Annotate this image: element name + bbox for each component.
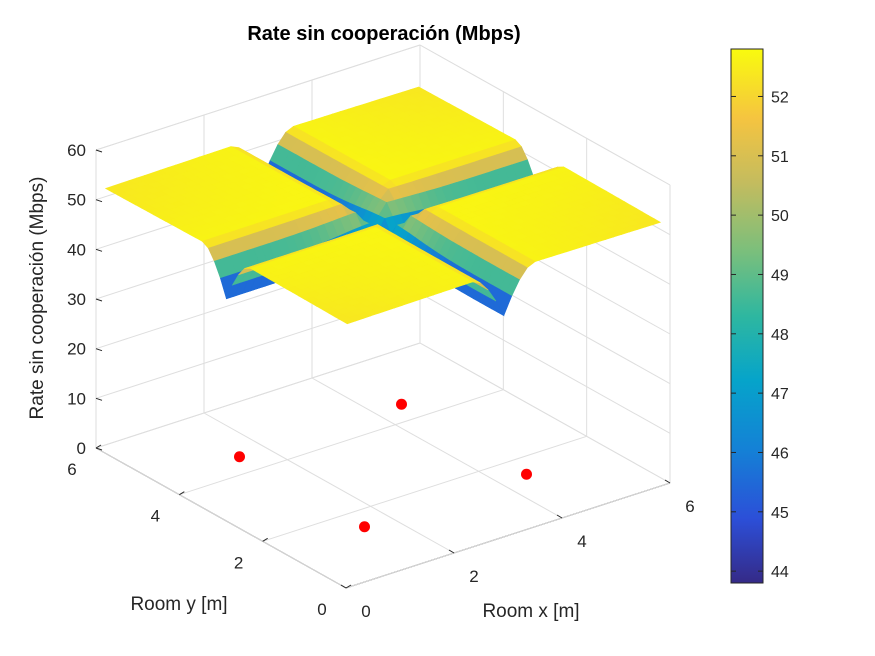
x-tick-label: 2 bbox=[469, 567, 478, 586]
access-point-marker bbox=[234, 451, 245, 463]
y-tick-label: 4 bbox=[151, 507, 160, 526]
x-tick-mark bbox=[664, 479, 671, 484]
x-tick-mark bbox=[448, 549, 455, 554]
x-tick-mark bbox=[340, 584, 347, 589]
grid-line bbox=[203, 412, 455, 554]
grid-line bbox=[345, 482, 671, 589]
x-tick-label: 6 bbox=[685, 497, 694, 516]
z-tick-label: 30 bbox=[67, 290, 86, 309]
colorbar-tick-label: 49 bbox=[771, 267, 789, 284]
z-tick-label: 60 bbox=[67, 141, 86, 160]
y-tick-label: 0 bbox=[317, 600, 326, 619]
y-tick-mark bbox=[262, 537, 268, 542]
x-axis-label: Room x [m] bbox=[482, 601, 579, 622]
z-tick-mark bbox=[95, 199, 103, 203]
access-point-marker bbox=[521, 468, 532, 480]
z-tick-label: 0 bbox=[77, 439, 86, 458]
chart-title: Rate sin cooperación (Mbps) bbox=[247, 23, 520, 45]
z-tick-label: 50 bbox=[67, 191, 86, 210]
grid-line bbox=[262, 435, 587, 542]
z-tick-mark bbox=[95, 348, 103, 352]
access-point-marker bbox=[396, 398, 407, 410]
rate-surface bbox=[104, 86, 662, 325]
grid-line bbox=[311, 377, 563, 519]
y-axis-label: Room y [m] bbox=[130, 594, 227, 615]
grid-line bbox=[95, 447, 347, 589]
z-axis-label: Rate sin cooperación (Mbps) bbox=[27, 177, 48, 420]
grid-line bbox=[95, 44, 421, 151]
colorbar: 44 45 46 47 48 49 50 51 52 bbox=[730, 48, 789, 584]
access-points bbox=[234, 398, 532, 533]
colorbar-tick-label: 47 bbox=[771, 386, 789, 403]
z-tick-label: 40 bbox=[67, 240, 86, 259]
z-tick-label: 20 bbox=[67, 340, 86, 359]
y-tick-label: 6 bbox=[67, 460, 76, 479]
z-tick-label: 10 bbox=[67, 389, 86, 408]
colorbar-tick-label: 50 bbox=[771, 208, 789, 225]
colorbar-tick-label: 52 bbox=[771, 89, 789, 106]
z-tick-mark bbox=[95, 248, 103, 252]
colorbar-tick-label: 48 bbox=[771, 327, 789, 344]
colorbar-tick-label: 44 bbox=[771, 564, 789, 581]
z-tick-mark bbox=[95, 397, 103, 401]
y-tick-mark bbox=[95, 444, 102, 449]
grid-line bbox=[419, 342, 671, 484]
surface-patch bbox=[340, 317, 356, 325]
colorbar-ticks: 44 45 46 47 48 49 50 51 52 bbox=[731, 89, 789, 581]
colorbar-gradient bbox=[730, 48, 764, 584]
grid-line bbox=[419, 44, 671, 186]
z-tick-mark bbox=[95, 149, 103, 153]
x-tick-label: 4 bbox=[577, 532, 586, 551]
x-tick-label: 0 bbox=[361, 602, 370, 621]
z-tick-mark bbox=[95, 298, 103, 302]
x-tick-mark bbox=[556, 514, 563, 519]
grid-line bbox=[419, 292, 671, 434]
y-tick-label: 2 bbox=[234, 553, 243, 572]
y-tick-mark bbox=[179, 491, 185, 496]
access-point-marker bbox=[359, 521, 370, 533]
colorbar-tick-label: 46 bbox=[771, 445, 789, 462]
z-tick-mark bbox=[95, 447, 103, 451]
grid-line bbox=[95, 342, 421, 449]
grid-line bbox=[179, 389, 504, 496]
y-tick-mark bbox=[345, 584, 352, 589]
colorbar-tick-label: 45 bbox=[771, 505, 789, 522]
colorbar-tick-label: 51 bbox=[771, 149, 789, 166]
